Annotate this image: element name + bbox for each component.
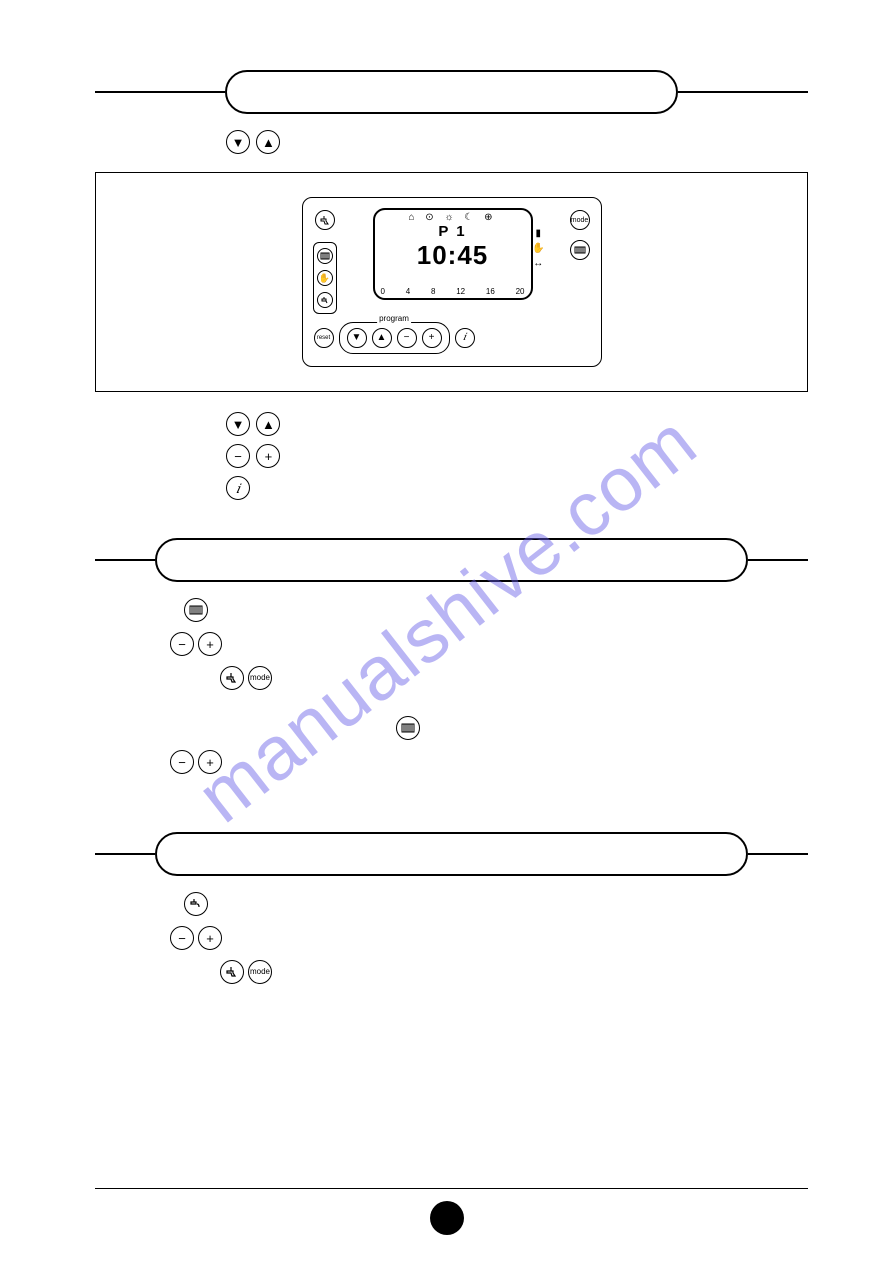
down-icon[interactable]: ▼ xyxy=(347,328,367,348)
display-top-icons: ⌂ ⊙ ☼ ☾ ⊕ xyxy=(375,210,531,223)
section-header-3 xyxy=(95,832,808,876)
display-right-icons: ▮✋↔ xyxy=(532,228,544,269)
program-label: program xyxy=(377,314,411,323)
section-2-body: − + mode − + xyxy=(165,596,808,776)
pill-2 xyxy=(155,538,748,582)
rule-right xyxy=(678,91,808,93)
plus-icon[interactable]: + xyxy=(422,328,442,348)
section-3-body: − + mode xyxy=(165,890,808,986)
minus-icon[interactable]: − xyxy=(170,926,194,950)
row-tap-mode: mode xyxy=(165,664,808,692)
scale-1: 4 xyxy=(406,287,410,296)
tap2-icon[interactable] xyxy=(184,892,208,916)
up-icon[interactable]: ▲ xyxy=(256,412,280,436)
device-top-row: ✋ ⌂ ⊙ ☼ ☾ ⊕ P 1 10:45 0 4 8 xyxy=(313,208,591,314)
icon-row-info: 𝑖 xyxy=(225,474,808,502)
tap2-icon[interactable] xyxy=(317,292,333,308)
icon-row-down-up-2: ▼ ▲ xyxy=(225,410,808,438)
down-icon[interactable]: ▼ xyxy=(226,412,250,436)
footer-rule xyxy=(95,1188,808,1189)
page-number-dot xyxy=(430,1201,464,1235)
reset-button[interactable]: reset xyxy=(314,328,334,348)
scale-5: 20 xyxy=(516,287,525,296)
page-content: ▼ ▲ ✋ xyxy=(0,0,893,986)
device-display: ⌂ ⊙ ☼ ☾ ⊕ P 1 10:45 0 4 8 12 16 20 ▮✋↔ xyxy=(373,208,533,300)
hand-icon[interactable]: ✋ xyxy=(317,270,333,286)
rule-left xyxy=(95,853,155,855)
icon-row-minus-plus-1: − + xyxy=(225,442,808,470)
device-panel: ✋ ⌂ ⊙ ☼ ☾ ⊕ P 1 10:45 0 4 8 xyxy=(302,197,602,367)
tap-icon[interactable] xyxy=(220,960,244,984)
radiator-icon[interactable] xyxy=(396,716,420,740)
section-header-1 xyxy=(95,70,808,114)
rule-left xyxy=(95,559,155,561)
info-icon[interactable]: 𝑖 xyxy=(226,476,250,500)
plus-icon[interactable]: + xyxy=(198,750,222,774)
minus-icon[interactable]: − xyxy=(226,444,250,468)
device-right-column: mode xyxy=(569,208,591,262)
minus-icon[interactable]: − xyxy=(397,328,417,348)
row-tap2 xyxy=(165,890,808,918)
spacer xyxy=(95,782,808,822)
row-radiator xyxy=(165,596,808,624)
mode-button[interactable]: mode xyxy=(570,210,590,230)
scale-4: 16 xyxy=(486,287,495,296)
plus-icon[interactable]: + xyxy=(198,632,222,656)
scale-3: 12 xyxy=(456,287,465,296)
radiator-icon[interactable] xyxy=(317,248,333,264)
minus-icon[interactable]: − xyxy=(170,750,194,774)
mode-button[interactable]: mode xyxy=(248,666,272,690)
spacer xyxy=(165,698,808,714)
row-radiator-inline xyxy=(395,714,808,742)
device-left-column: ✋ xyxy=(313,208,337,314)
minus-icon[interactable]: − xyxy=(170,632,194,656)
display-time: 10:45 xyxy=(375,240,531,271)
rule-right xyxy=(748,559,808,561)
pill-3 xyxy=(155,832,748,876)
device-left-stack: ✋ xyxy=(313,242,337,314)
program-group: program ▼ ▲ − + xyxy=(339,322,450,354)
plus-icon[interactable]: + xyxy=(198,926,222,950)
rule-right xyxy=(748,853,808,855)
tap-icon[interactable] xyxy=(220,666,244,690)
up-icon[interactable]: ▲ xyxy=(256,130,280,154)
row-minus-plus: − + xyxy=(165,630,808,658)
rule-left xyxy=(95,91,225,93)
info-icon[interactable]: 𝑖 xyxy=(455,328,475,348)
row-tap-mode-2: mode xyxy=(165,958,808,986)
display-scale: 0 4 8 12 16 20 xyxy=(381,287,525,296)
up-icon[interactable]: ▲ xyxy=(372,328,392,348)
down-icon[interactable]: ▼ xyxy=(226,130,250,154)
plus-icon[interactable]: + xyxy=(256,444,280,468)
radiator-icon[interactable] xyxy=(184,598,208,622)
radiator-icon-right[interactable] xyxy=(570,240,590,260)
device-bottom-row: reset program ▼ ▲ − + 𝑖 xyxy=(313,322,591,354)
device-panel-frame: ✋ ⌂ ⊙ ☼ ☾ ⊕ P 1 10:45 0 4 8 xyxy=(95,172,808,392)
display-program: P 1 xyxy=(375,223,531,240)
scale-0: 0 xyxy=(381,287,385,296)
scale-2: 8 xyxy=(431,287,435,296)
section-header-2 xyxy=(95,538,808,582)
row-minus-plus-2: − + xyxy=(165,748,808,776)
icon-row-down-up-1: ▼ ▲ xyxy=(225,128,808,156)
mode-button[interactable]: mode xyxy=(248,960,272,984)
row-minus-plus-3: − + xyxy=(165,924,808,952)
spacer xyxy=(95,506,808,528)
pill-1 xyxy=(225,70,678,114)
tap-icon[interactable] xyxy=(315,210,335,230)
